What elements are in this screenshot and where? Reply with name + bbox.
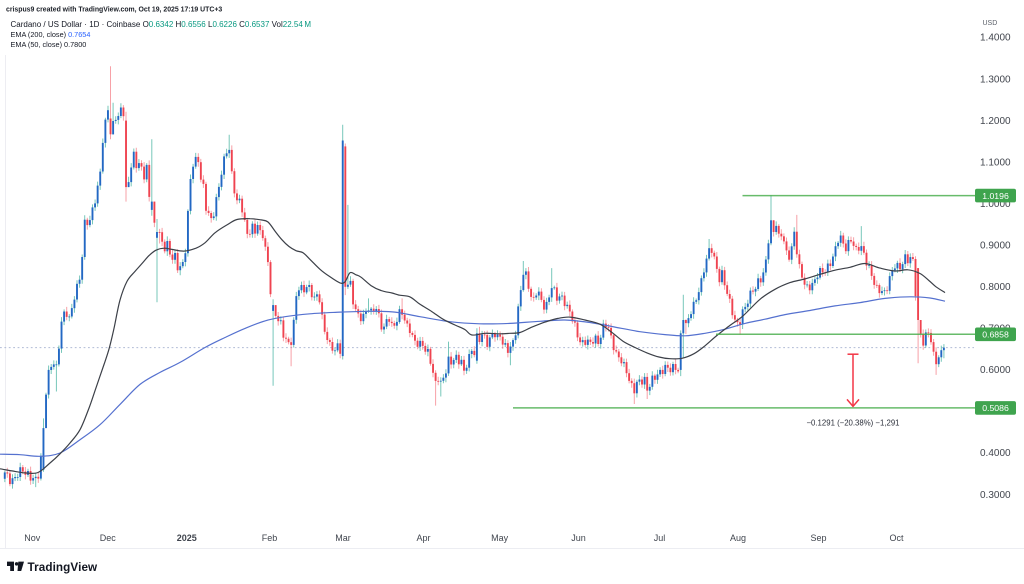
svg-text:Feb: Feb — [262, 533, 278, 543]
svg-text:Jul: Jul — [654, 533, 666, 543]
svg-text:−0.1291 (−20.38%) −1,291: −0.1291 (−20.38%) −1,291 — [807, 419, 900, 428]
svg-text:1.3000: 1.3000 — [980, 74, 1011, 85]
svg-text:crispus9 created with TradingV: crispus9 created with TradingView.com, O… — [6, 6, 222, 13]
svg-text:Apr: Apr — [416, 533, 430, 543]
svg-text:2025: 2025 — [177, 533, 197, 543]
svg-text:Mar: Mar — [335, 533, 351, 543]
svg-text:Aug: Aug — [730, 533, 746, 543]
svg-text:EMA (200, close) 0.7654: EMA (200, close) 0.7654 — [11, 30, 91, 39]
svg-text:0.9000: 0.9000 — [980, 241, 1011, 252]
svg-text:EMA (50, close) 0.7800: EMA (50, close) 0.7800 — [11, 40, 87, 49]
svg-text:1.0000: 1.0000 — [980, 199, 1011, 210]
svg-text:0.6858: 0.6858 — [982, 330, 1009, 340]
svg-text:0.3000: 0.3000 — [980, 490, 1011, 501]
svg-text:0.4000: 0.4000 — [980, 448, 1011, 459]
svg-text:1.2000: 1.2000 — [980, 116, 1011, 127]
svg-text:May: May — [491, 533, 509, 543]
svg-text:TradingView: TradingView — [28, 561, 99, 574]
svg-text:Oct: Oct — [889, 533, 904, 543]
svg-text:USD: USD — [983, 20, 998, 27]
svg-text:Jun: Jun — [571, 533, 586, 543]
svg-text:Dec: Dec — [100, 533, 117, 543]
svg-text:0.6000: 0.6000 — [980, 365, 1011, 376]
svg-text:1.1000: 1.1000 — [980, 157, 1011, 168]
svg-text:Nov: Nov — [24, 533, 41, 543]
svg-text:1.0196: 1.0196 — [982, 191, 1009, 201]
svg-text:1.4000: 1.4000 — [980, 33, 1011, 44]
svg-text:Cardano / US Dollar · 1D · Coi: Cardano / US Dollar · 1D · Coinbase O0.6… — [11, 20, 312, 29]
svg-text:0.8000: 0.8000 — [980, 282, 1011, 293]
svg-text:Sep: Sep — [810, 533, 826, 543]
svg-text:0.5086: 0.5086 — [982, 403, 1009, 413]
